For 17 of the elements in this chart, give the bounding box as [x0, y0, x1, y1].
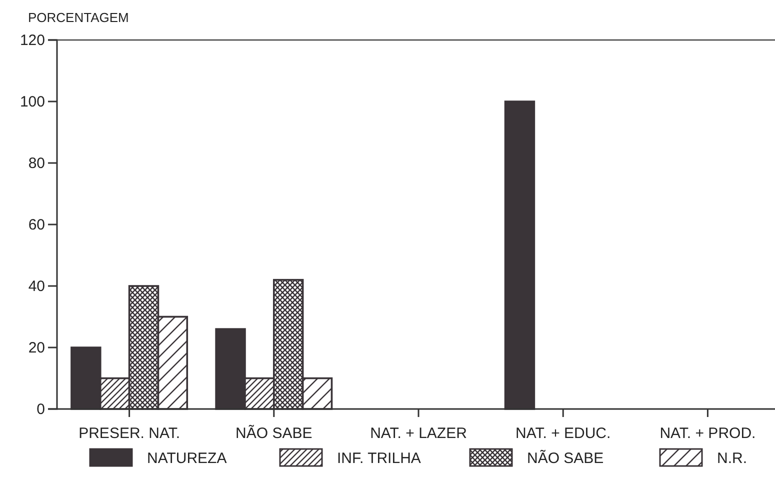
y-tick-label: 100: [20, 93, 45, 110]
y-tick-label: 0: [36, 400, 45, 418]
legend-label: INF. TRILHA: [337, 450, 421, 467]
legend-label: NATUREZA: [147, 450, 227, 467]
y-tick-label: 20: [28, 339, 45, 356]
x-tick-label: NAT. + EDUC.: [516, 425, 611, 442]
y-tick-label: 120: [20, 32, 45, 49]
y-tick-label: 80: [28, 154, 45, 172]
x-tick-label: NAT. + PROD.: [660, 425, 756, 442]
x-tick-label: NAT. + LAZER: [370, 425, 468, 442]
y-tick-label: 40: [28, 278, 45, 295]
legend-label: NÃO SABE: [527, 449, 604, 467]
x-tick-label: PRESER. NAT.: [78, 425, 180, 442]
x-tick-label: NÃO SABE: [236, 424, 312, 442]
y-axis-title: PORCENTAGEM: [28, 10, 129, 25]
legend-label: N.R.: [717, 450, 747, 467]
y-tick-label: 60: [28, 216, 45, 234]
